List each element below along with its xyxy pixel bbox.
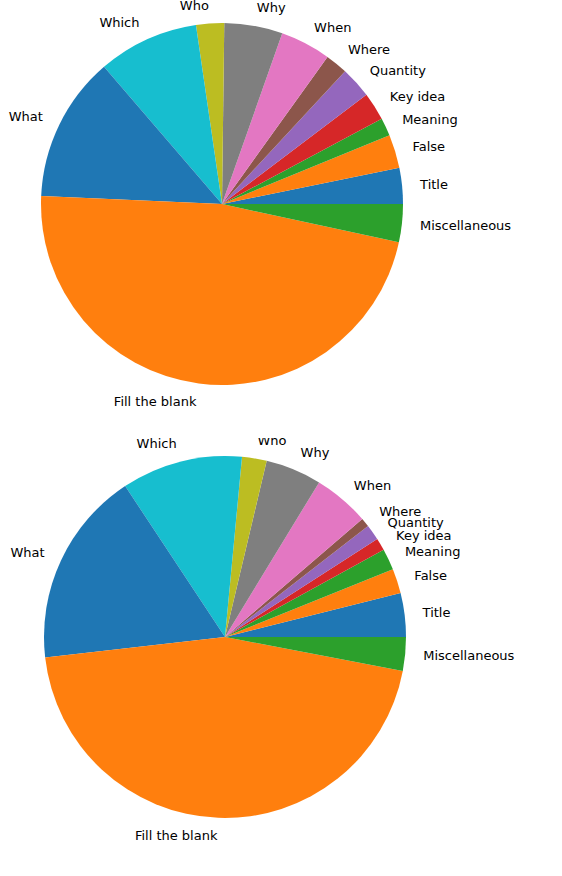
svg-text:Key idea: Key idea [390,89,446,104]
svg-text:Key idea: Key idea [396,528,452,543]
svg-text:Title: Title [422,605,451,620]
svg-text:Miscellaneous: Miscellaneous [420,218,511,233]
svg-text:Title: Title [419,177,448,192]
svg-text:Miscellaneous: Miscellaneous [423,648,514,663]
svg-text:Who: Who [180,0,209,13]
svg-text:Which: Which [137,438,177,451]
svg-text:Fill the blank: Fill the blank [114,394,197,409]
svg-text:Which: Which [99,15,139,30]
svg-text:What: What [9,109,43,124]
svg-text:When: When [354,478,391,493]
svg-text:False: False [414,568,447,583]
svg-text:Quantity: Quantity [387,514,444,530]
svg-text:Why: Why [257,0,286,15]
svg-text:Quantity: Quantity [370,63,426,78]
svg-text:Fill the blank: Fill the blank [135,828,218,843]
svg-text:False: False [412,139,445,154]
svg-text:What: What [10,545,44,560]
svg-text:When: When [314,20,351,35]
svg-text:Why: Why [301,445,330,460]
svg-text:Where: Where [348,42,390,57]
svg-text:Meaning: Meaning [402,112,458,127]
svg-text:Meaning: Meaning [405,544,461,559]
svg-text:Who: Who [257,438,286,448]
svg-text:Where: Where [379,504,421,519]
